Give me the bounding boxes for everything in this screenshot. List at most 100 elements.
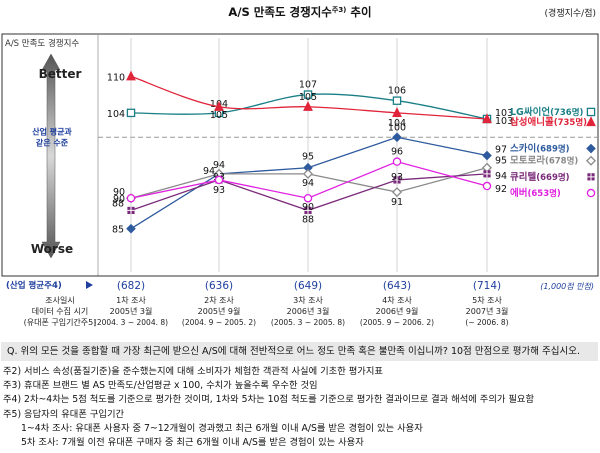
axis-row-label-period: 데이터 수집 시기 [32,306,89,316]
y-axis-label: A/S 만족도 경쟁지수 [5,38,79,49]
industry-avg-value: (636) [205,280,233,292]
data-point [483,170,491,178]
data-point [302,168,314,179]
data-point [392,132,402,143]
category-sublabel: 2006년 9월 [376,306,419,316]
series-legend-label: 모토로라(678명) [510,155,578,167]
value-label: 100 [388,122,406,133]
line-chart: A/S 만족도 경쟁지수주3) 추이 (경쟁지수/점) A/S 만족도 경쟁지수… [1,5,599,327]
industry-avg-value: (643) [383,280,411,292]
series-legend-label: 큐리텔(669명) [510,171,570,183]
value-label: 85 [112,225,124,236]
value-label: 105 [299,92,317,103]
footnote-2: 주2) 서비스 속성(품질기준)을 준수했는지에 대해 소비자가 체험한 객관적… [3,366,383,377]
value-label: 104 [107,109,125,120]
value-label: 94 [203,166,215,177]
data-point [587,173,595,181]
unit-label: (경쟁지수/점) [545,7,596,19]
category-period: (~ 2006. 8) [465,318,508,327]
data-point [586,188,596,198]
category-sublabel: 2007년 3월 [466,306,509,316]
data-point [126,223,136,234]
axis-row-label-purchase: (유대폰 구입기간주5) [24,317,97,327]
marker-cross [304,206,312,215]
footnotes: 주2) 서비스 속성(품질기준)을 준수했는지에 대해 소비자가 체험한 객관적… [3,365,597,450]
value-label: 88 [302,214,314,225]
data-point [586,107,596,117]
data-point [392,107,402,117]
footnote-5: 주5) 응답자의 유대폰 구입기간 [3,408,125,420]
chart-title: A/S 만족도 경쟁지수주3) 추이 [228,5,371,19]
footnote-4: 주4) 2차~4차는 5점 척도를 기준으로 평가한 것이며, 1차와 5차는 … [3,394,535,406]
data-point [585,155,597,166]
value-label: 103 [495,108,513,119]
better-worse-arrow [41,53,61,259]
category-period: (2004. 9 ~ 2005. 2) [182,318,256,327]
industry-avg-value: (682) [117,280,145,292]
data-point [482,150,492,161]
value-label: 95 [495,156,507,167]
marker-cross [127,206,135,215]
value-label: 91 [391,197,403,208]
category-period: (2005. 9 ~ 2006. 2) [360,318,434,327]
series-5: 90 93 90 96 92 에버(653명) [113,147,596,213]
value-label: 90 [302,202,314,213]
category-label: 1차 조사 [116,296,146,305]
footnote-5-detail-2: 5차 조사: 7개월 이전 유대폰 구매자 중 최근 6개월 이내 A/S를 받… [21,436,364,448]
value-label: 106 [388,86,406,97]
category-sublabel: 2005년 9월 [198,306,241,316]
data-point [126,108,136,118]
value-label: 90 [113,194,125,205]
industry-avg-label: (산업 평균주4) [6,280,62,291]
category-period: (2004. 3 ~ 2004. 8) [94,318,168,327]
data-point [303,90,313,99]
value-label: 96 [391,147,403,158]
data-point [126,193,136,203]
data-point [482,113,492,124]
value-label: 88 [112,198,124,209]
reference-label-line2: 같은 수준 [36,137,69,147]
data-point [214,175,224,185]
value-label: 107 [299,80,317,91]
marker-cross [587,173,595,181]
value-label: 93 [391,172,403,183]
data-point [392,157,402,166]
industry-avg-value: (714) [473,280,501,292]
reference-label-line1: 산업 평균과 [32,126,72,136]
data-point [392,96,402,105]
series-legend-label: 스카이(689명) [510,143,570,155]
worse-label: Worse [31,242,73,256]
axis-row-label-date: 조사일시 [45,296,74,305]
better-label: Better [39,67,82,81]
category-label: 3차 조사 [293,296,323,305]
data-point [482,181,492,191]
industry-avg-arrow-icon [86,281,93,289]
data-point [304,206,312,215]
value-label: 95 [302,152,314,163]
data-point [303,193,313,203]
survey-question: Q. 위의 모든 것을 종합할 때 가장 최근에 받으신 A/S에 대해 전반적… [1,342,598,361]
category-label: 4차 조사 [382,296,412,305]
data-point [127,206,135,215]
category-sublabel: 2005년 3월 [110,306,153,316]
plot-frame [1,33,599,277]
data-point [214,101,224,111]
category-sublabel: 2006년 3월 [287,306,330,316]
value-label: 92 [495,184,507,195]
value-label: 90 [113,187,125,198]
category-period: (2005. 3 ~ 2005. 8) [271,318,345,327]
value-label: 93 [213,185,225,196]
value-label: 103 [495,116,513,127]
data-point [391,187,403,198]
value-label: 94 [213,160,225,171]
data-point [303,101,313,111]
value-label: 94 [302,178,314,189]
value-label: 94 [495,171,507,182]
data-point [586,116,596,127]
value-label: 110 [107,72,125,83]
value-label: 105 [210,110,228,121]
series-legend-label: 삼성애니콜(735명) [510,116,587,128]
value-label: 104 [388,118,406,129]
